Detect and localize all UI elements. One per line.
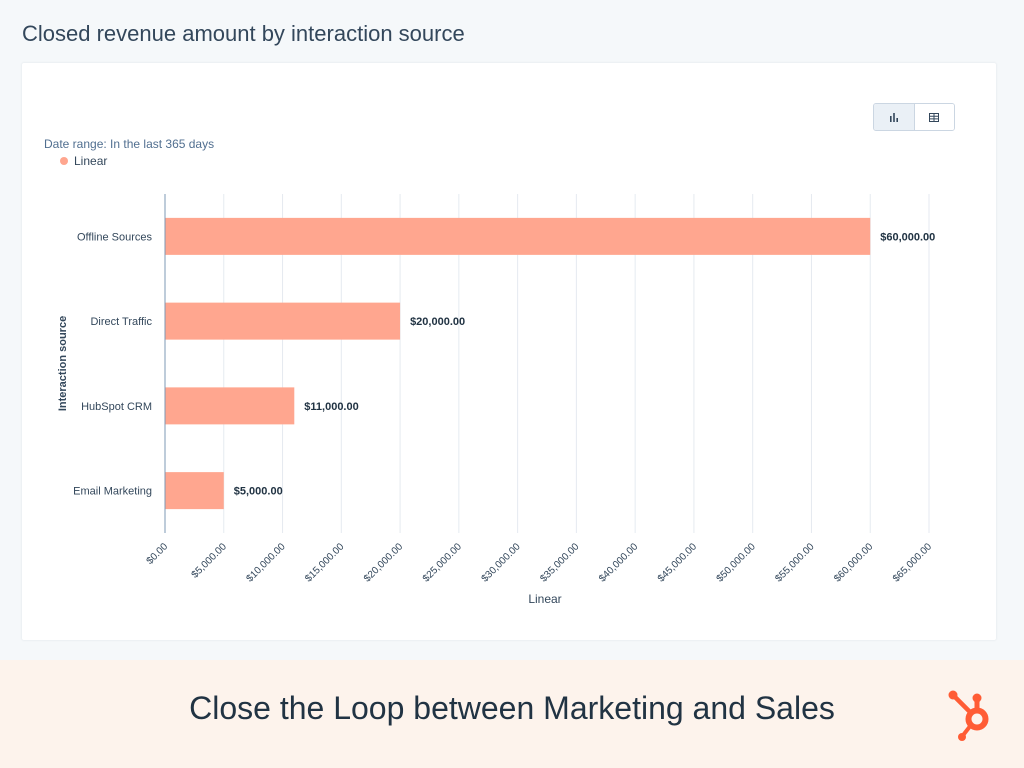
- x-tick-label: $60,000.00: [832, 541, 875, 584]
- x-tick-label: $20,000.00: [362, 541, 405, 584]
- x-tick-label: $45,000.00: [656, 541, 699, 584]
- data-label: $20,000.00: [410, 316, 465, 328]
- table-icon: [929, 112, 940, 122]
- x-tick-label: $25,000.00: [421, 541, 464, 584]
- data-label: $11,000.00: [304, 401, 358, 413]
- bar: [165, 217, 871, 255]
- x-tick-label: $10,000.00: [244, 541, 287, 584]
- bar: [165, 472, 224, 510]
- x-tick-label: $35,000.00: [538, 541, 581, 584]
- x-axis-title: Linear: [528, 592, 561, 606]
- y-axis-title: Interaction source: [57, 316, 69, 411]
- bar-chart-icon: [889, 112, 898, 122]
- x-tick-label: $0.00: [145, 541, 171, 567]
- x-tick-label: $40,000.00: [597, 541, 640, 584]
- x-tick-label: $50,000.00: [715, 541, 758, 584]
- data-label: $5,000.00: [234, 486, 283, 498]
- data-label: $60,000.00: [880, 231, 935, 243]
- chart-card: Date range: In the last 365 days Linear …: [22, 63, 996, 640]
- legend-label: Linear: [74, 154, 108, 168]
- category-label: Email Marketing: [73, 486, 152, 498]
- category-label: Direct Traffic: [90, 316, 152, 328]
- category-label: Offline Sources: [77, 231, 153, 243]
- footer-banner: Close the Loop between Marketing and Sal…: [0, 660, 1024, 768]
- chart-legend[interactable]: Linear: [60, 154, 107, 168]
- x-tick-label: $30,000.00: [480, 541, 523, 584]
- banner-text: Close the Loop between Marketing and Sal…: [189, 690, 835, 726]
- x-tick-label: $5,000.00: [190, 541, 230, 581]
- bar-chart: $0.00 $5,000.00 $10,000.00 $15,000.00 $20,00…: [57, 194, 935, 606]
- bar: [165, 302, 401, 340]
- hubspot-sprocket-icon: [948, 690, 989, 741]
- chart-view-button[interactable]: [874, 104, 915, 130]
- x-tick-label: $55,000.00: [773, 541, 816, 584]
- view-toggle: [873, 103, 955, 131]
- page-title: Closed revenue amount by interaction sou…: [22, 21, 465, 46]
- category-label: HubSpot CRM: [81, 401, 152, 413]
- date-range-label: Date range: In the last 365 days: [44, 137, 215, 151]
- x-tick-label: $15,000.00: [303, 541, 346, 584]
- legend-swatch: [60, 157, 68, 165]
- x-tick-label: $65,000.00: [891, 541, 934, 584]
- table-view-button[interactable]: [914, 104, 954, 130]
- bar: [165, 387, 295, 425]
